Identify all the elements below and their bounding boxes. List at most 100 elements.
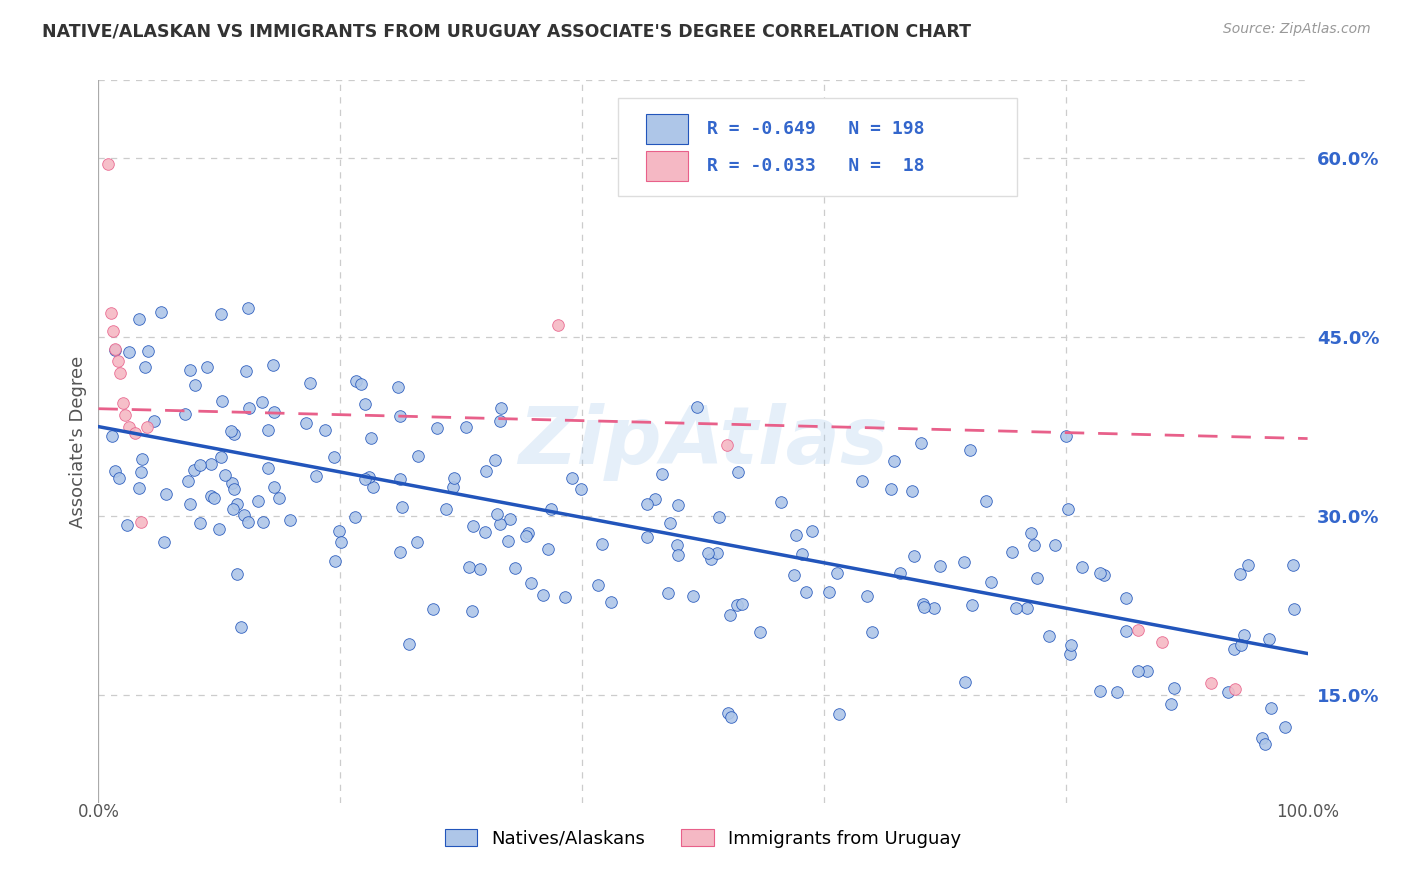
Point — [263, 405, 285, 419]
Point — [328, 524, 350, 538]
Point — [294, 417, 316, 431]
Point — [515, 528, 537, 542]
Point — [136, 343, 159, 358]
Point — [1022, 538, 1045, 552]
Point — [257, 423, 280, 437]
Point — [323, 554, 346, 568]
Point — [179, 497, 201, 511]
Point — [955, 675, 977, 690]
Point — [658, 516, 681, 531]
Point — [489, 401, 512, 415]
Point — [785, 528, 807, 542]
Point — [716, 437, 738, 451]
Point — [441, 480, 464, 494]
Point — [696, 546, 718, 560]
Point — [124, 425, 146, 440]
Point — [485, 507, 508, 521]
Point — [569, 483, 592, 497]
Point — [252, 515, 274, 529]
Point — [460, 604, 482, 618]
Point — [443, 471, 465, 485]
Point — [880, 482, 903, 496]
Point — [233, 508, 256, 522]
Point — [353, 397, 375, 411]
Point — [1057, 502, 1080, 516]
Point — [1163, 681, 1185, 695]
Point — [219, 424, 242, 438]
Point — [134, 359, 156, 374]
Point — [128, 312, 150, 326]
Point — [1274, 719, 1296, 733]
Point — [489, 516, 512, 531]
Point — [1199, 676, 1222, 690]
Point — [350, 377, 373, 392]
Point — [636, 497, 658, 511]
Point — [794, 585, 817, 599]
Point — [519, 576, 541, 591]
Point — [209, 307, 232, 321]
Point — [1216, 684, 1239, 698]
Point — [344, 374, 367, 388]
Point — [1128, 623, 1150, 637]
Point — [665, 538, 688, 552]
Point — [226, 566, 249, 581]
Point — [1233, 628, 1256, 642]
Point — [1282, 558, 1305, 573]
Point — [153, 534, 176, 549]
Point — [108, 366, 131, 380]
Point — [718, 608, 741, 623]
Point — [344, 510, 367, 524]
Point — [976, 493, 998, 508]
Point — [707, 509, 730, 524]
Point — [591, 537, 613, 551]
Point — [901, 483, 924, 498]
Text: ZipAtlas: ZipAtlas — [517, 402, 889, 481]
Point — [1026, 571, 1049, 585]
Point — [183, 463, 205, 477]
Point — [108, 471, 131, 485]
Point — [889, 566, 911, 580]
Point — [226, 497, 249, 511]
Point — [104, 342, 127, 356]
Point — [725, 598, 748, 612]
Point — [188, 458, 211, 472]
Point — [115, 517, 138, 532]
Point — [97, 157, 120, 171]
Point — [883, 454, 905, 468]
Point — [387, 380, 409, 394]
Point — [749, 624, 772, 639]
Point — [516, 526, 538, 541]
Point — [1136, 664, 1159, 678]
Point — [236, 515, 259, 529]
Point — [143, 413, 166, 427]
Point — [195, 359, 218, 374]
Point — [1070, 560, 1092, 574]
Point — [406, 535, 429, 549]
Point — [498, 534, 520, 549]
Point — [731, 598, 754, 612]
Point — [1038, 630, 1060, 644]
Point — [267, 491, 290, 505]
Point — [651, 467, 673, 481]
Point — [389, 472, 412, 486]
Point — [177, 474, 200, 488]
Point — [357, 470, 380, 484]
Point — [101, 429, 124, 443]
Point — [790, 547, 813, 561]
Point — [221, 475, 243, 490]
Point — [222, 502, 245, 516]
Point — [101, 324, 124, 338]
Point — [657, 585, 679, 599]
Point — [463, 519, 485, 533]
Point — [150, 305, 173, 319]
Point — [1001, 545, 1024, 559]
Point — [828, 707, 851, 722]
Point — [361, 480, 384, 494]
Point — [1115, 624, 1137, 638]
Point — [910, 436, 932, 450]
Point — [360, 431, 382, 445]
Point — [1092, 568, 1115, 582]
Point — [208, 522, 231, 536]
Point — [100, 306, 122, 320]
Point — [717, 706, 740, 720]
